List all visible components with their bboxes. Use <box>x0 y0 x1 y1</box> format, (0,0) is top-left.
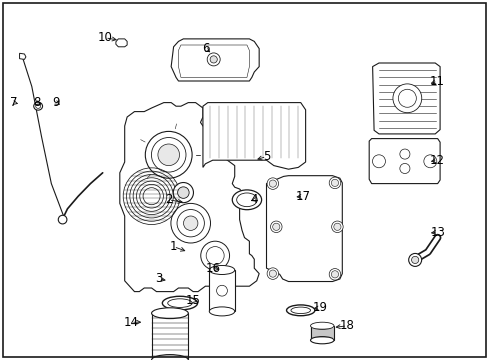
Polygon shape <box>178 45 249 77</box>
Text: 6: 6 <box>201 42 209 55</box>
Circle shape <box>266 268 278 279</box>
Circle shape <box>58 215 67 224</box>
Text: 11: 11 <box>429 75 444 87</box>
Circle shape <box>216 285 227 296</box>
Polygon shape <box>310 326 333 340</box>
Ellipse shape <box>162 296 197 310</box>
Ellipse shape <box>286 305 314 316</box>
Polygon shape <box>151 313 188 360</box>
Polygon shape <box>372 63 439 134</box>
Circle shape <box>145 131 192 178</box>
Circle shape <box>392 84 421 113</box>
Polygon shape <box>266 176 342 282</box>
Circle shape <box>270 221 282 233</box>
Polygon shape <box>20 53 26 59</box>
Ellipse shape <box>310 337 333 344</box>
Circle shape <box>201 241 229 270</box>
Ellipse shape <box>167 299 192 307</box>
Text: 13: 13 <box>429 226 444 239</box>
Circle shape <box>151 138 185 172</box>
Circle shape <box>328 177 340 189</box>
Circle shape <box>398 89 415 107</box>
Ellipse shape <box>36 104 41 108</box>
Polygon shape <box>171 39 259 81</box>
Text: 15: 15 <box>185 294 200 307</box>
Circle shape <box>331 271 338 278</box>
Circle shape <box>171 203 210 243</box>
Circle shape <box>333 223 340 230</box>
Polygon shape <box>368 139 439 184</box>
Ellipse shape <box>34 102 42 110</box>
Ellipse shape <box>151 308 188 319</box>
Circle shape <box>269 180 276 187</box>
Text: 17: 17 <box>295 190 310 203</box>
Text: 3: 3 <box>155 273 163 285</box>
Ellipse shape <box>310 322 333 329</box>
Polygon shape <box>116 39 127 47</box>
Ellipse shape <box>290 307 310 314</box>
Polygon shape <box>120 103 259 292</box>
Ellipse shape <box>209 307 234 316</box>
Circle shape <box>399 163 409 174</box>
Circle shape <box>399 149 409 159</box>
Circle shape <box>183 216 198 230</box>
Text: 8: 8 <box>33 96 41 109</box>
Circle shape <box>408 253 421 266</box>
Text: 1: 1 <box>169 240 177 253</box>
Ellipse shape <box>209 266 234 275</box>
Text: 16: 16 <box>205 262 220 275</box>
Polygon shape <box>209 270 234 311</box>
Circle shape <box>266 178 278 189</box>
Text: 18: 18 <box>339 319 354 332</box>
Polygon shape <box>203 103 305 169</box>
Text: 14: 14 <box>123 316 138 329</box>
Circle shape <box>177 187 189 198</box>
Circle shape <box>331 179 338 186</box>
Circle shape <box>206 247 224 265</box>
Circle shape <box>328 269 340 280</box>
Circle shape <box>372 155 385 168</box>
Ellipse shape <box>151 355 188 360</box>
Text: 5: 5 <box>262 150 270 163</box>
Ellipse shape <box>236 193 257 207</box>
Text: 12: 12 <box>429 154 444 167</box>
Circle shape <box>331 221 343 233</box>
Circle shape <box>423 155 436 168</box>
Circle shape <box>411 256 418 264</box>
Circle shape <box>269 270 276 277</box>
Ellipse shape <box>232 190 261 210</box>
Circle shape <box>177 210 204 237</box>
Text: 10: 10 <box>98 31 112 44</box>
Text: 4: 4 <box>250 193 258 206</box>
Circle shape <box>210 56 217 63</box>
Text: 7: 7 <box>10 96 18 109</box>
Circle shape <box>173 183 193 203</box>
Text: 19: 19 <box>312 301 327 314</box>
Circle shape <box>207 53 220 66</box>
Circle shape <box>272 223 279 230</box>
Circle shape <box>158 144 179 166</box>
Text: 9: 9 <box>52 96 60 109</box>
Text: 2: 2 <box>164 193 172 206</box>
